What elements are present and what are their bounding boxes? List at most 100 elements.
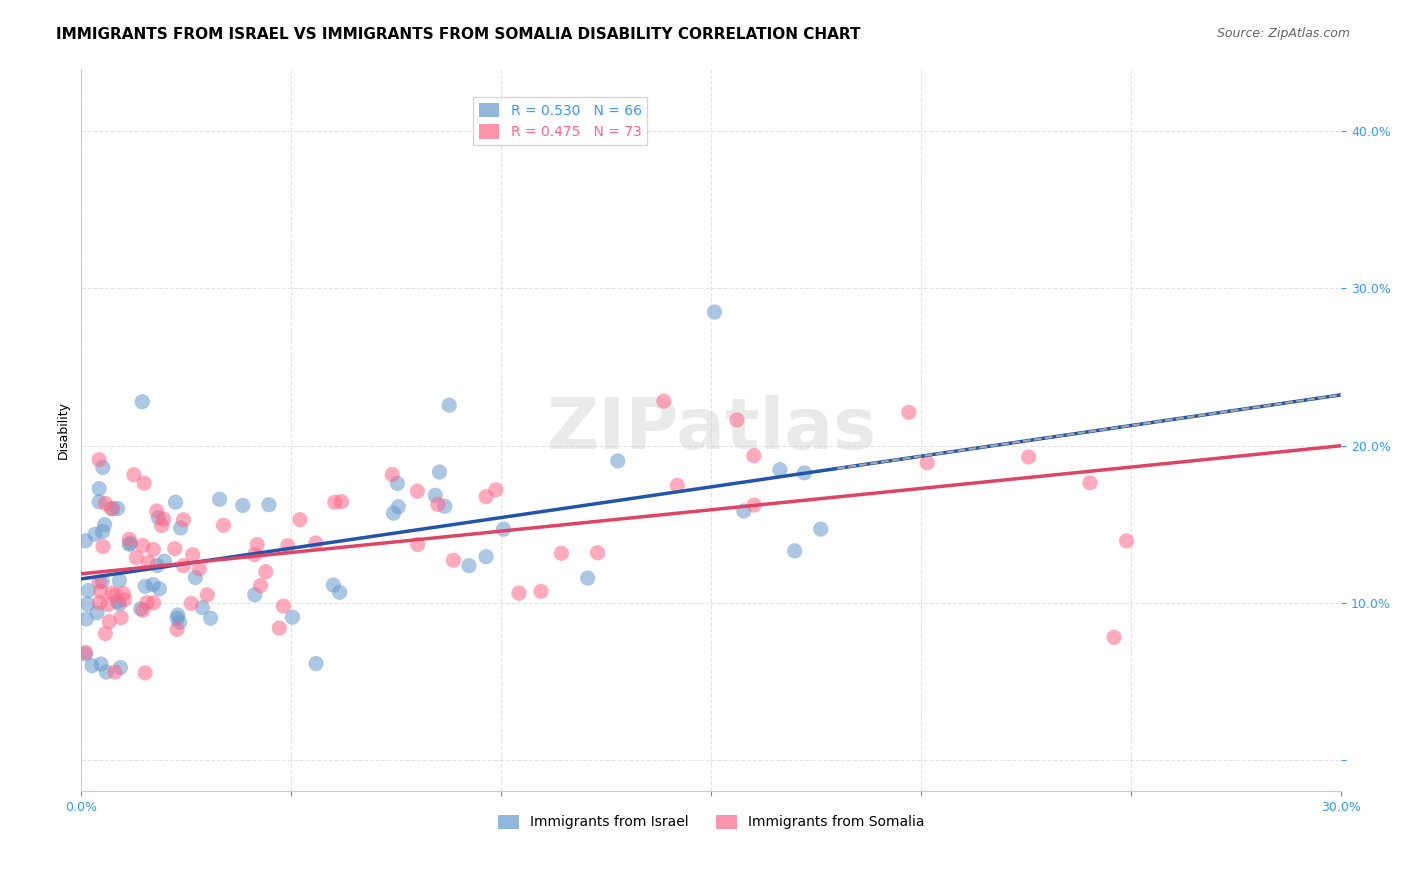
Point bbox=[134, 665, 156, 680]
Point bbox=[122, 467, 145, 482]
Point bbox=[75, 645, 97, 659]
Point bbox=[406, 484, 429, 499]
Point bbox=[915, 456, 938, 470]
Point bbox=[134, 579, 156, 593]
Text: IMMIGRANTS FROM ISRAEL VS IMMIGRANTS FROM SOMALIA DISABILITY CORRELATION CHART: IMMIGRANTS FROM ISRAEL VS IMMIGRANTS FRO… bbox=[56, 27, 860, 42]
Point bbox=[733, 504, 755, 518]
Point bbox=[93, 517, 115, 532]
Point bbox=[150, 518, 173, 533]
Point bbox=[87, 482, 110, 496]
Point bbox=[652, 394, 675, 409]
Point bbox=[180, 596, 202, 610]
Point bbox=[323, 495, 346, 509]
Point bbox=[742, 449, 765, 463]
Point bbox=[148, 582, 170, 596]
Point bbox=[148, 510, 170, 524]
Point bbox=[195, 588, 218, 602]
Point bbox=[200, 611, 222, 625]
Point bbox=[87, 495, 110, 509]
Point bbox=[75, 647, 97, 661]
Point bbox=[94, 626, 117, 640]
Point bbox=[91, 540, 114, 554]
Point bbox=[550, 546, 572, 560]
Point bbox=[257, 498, 280, 512]
Point bbox=[725, 413, 748, 427]
Point bbox=[76, 597, 98, 611]
Point bbox=[87, 452, 110, 467]
Point bbox=[1078, 475, 1101, 490]
Point bbox=[100, 501, 122, 516]
Point bbox=[793, 466, 815, 480]
Point bbox=[169, 615, 191, 630]
Point bbox=[441, 553, 464, 567]
Y-axis label: Disability: Disability bbox=[58, 401, 70, 458]
Point bbox=[142, 577, 165, 591]
Point bbox=[132, 538, 155, 552]
Point bbox=[269, 621, 291, 635]
Point bbox=[406, 537, 429, 551]
Point bbox=[98, 615, 121, 629]
Point bbox=[97, 598, 120, 612]
Point bbox=[437, 398, 460, 412]
Point bbox=[90, 584, 112, 599]
Point bbox=[1115, 533, 1137, 548]
Point bbox=[246, 537, 269, 551]
Point bbox=[606, 454, 628, 468]
Point bbox=[101, 586, 124, 600]
Point bbox=[166, 623, 188, 637]
Point bbox=[172, 558, 194, 573]
Point bbox=[492, 522, 515, 536]
Point bbox=[75, 533, 97, 548]
Point bbox=[382, 506, 405, 520]
Point bbox=[288, 513, 311, 527]
Point bbox=[329, 585, 352, 599]
Point bbox=[96, 665, 118, 679]
Legend: Immigrants from Israel, Immigrants from Somalia: Immigrants from Israel, Immigrants from … bbox=[492, 809, 931, 835]
Point bbox=[90, 657, 112, 672]
Point bbox=[188, 562, 211, 576]
Point bbox=[769, 463, 792, 477]
Point bbox=[254, 565, 277, 579]
Point bbox=[305, 657, 328, 671]
Point bbox=[475, 549, 498, 564]
Point bbox=[212, 518, 235, 533]
Point bbox=[381, 467, 404, 482]
Point bbox=[165, 495, 187, 509]
Point bbox=[89, 575, 111, 590]
Text: ZIPatlas: ZIPatlas bbox=[547, 395, 876, 465]
Point bbox=[184, 570, 207, 584]
Point bbox=[138, 556, 160, 570]
Point bbox=[508, 586, 530, 600]
Point bbox=[142, 542, 165, 557]
Point bbox=[107, 501, 129, 516]
Point bbox=[783, 544, 806, 558]
Point bbox=[273, 599, 295, 613]
Point bbox=[110, 660, 132, 674]
Point bbox=[181, 548, 204, 562]
Point bbox=[118, 537, 141, 551]
Point bbox=[104, 665, 127, 679]
Point bbox=[666, 478, 689, 492]
Point bbox=[1102, 630, 1125, 644]
Point bbox=[153, 554, 176, 568]
Point bbox=[125, 550, 148, 565]
Point bbox=[91, 460, 114, 475]
Point bbox=[108, 574, 131, 588]
Point bbox=[330, 494, 353, 508]
Point bbox=[146, 504, 169, 518]
Point bbox=[277, 539, 299, 553]
Point bbox=[86, 606, 108, 620]
Point bbox=[810, 522, 832, 536]
Point bbox=[281, 610, 304, 624]
Point bbox=[169, 521, 191, 535]
Point bbox=[94, 496, 117, 510]
Point bbox=[232, 499, 254, 513]
Point bbox=[89, 596, 111, 610]
Point bbox=[387, 476, 409, 491]
Point bbox=[742, 498, 765, 512]
Point bbox=[703, 305, 725, 319]
Point bbox=[1018, 450, 1040, 464]
Point bbox=[243, 548, 266, 562]
Point bbox=[91, 574, 114, 589]
Point bbox=[249, 578, 271, 592]
